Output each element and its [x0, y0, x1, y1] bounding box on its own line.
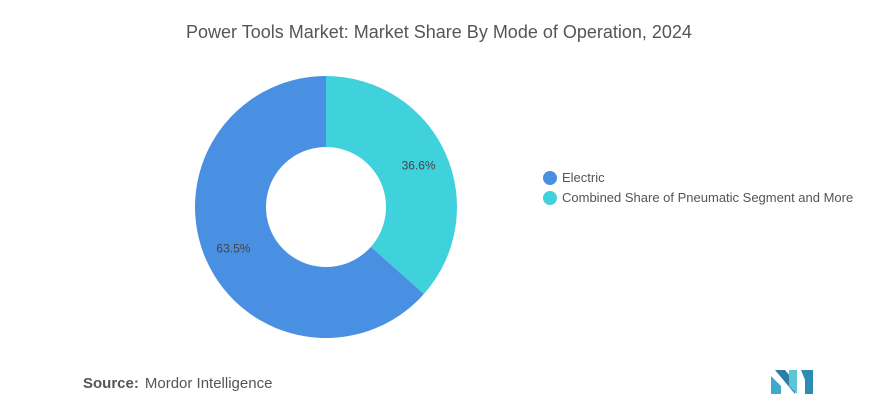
source-key: Source:: [83, 375, 139, 392]
legend-label-electric: Electric: [562, 170, 605, 185]
legend: Electric Combined Share of Pneumatic Seg…: [543, 170, 863, 210]
donut-slice-0: [194, 76, 424, 338]
data-label-1: 36.6%: [402, 158, 436, 172]
legend-swatch-electric: [543, 171, 557, 185]
mordor-intelligence-logo-icon: [771, 370, 813, 394]
legend-item-pneumatic: Combined Share of Pneumatic Segment and …: [543, 190, 863, 206]
source-credit: Source: Mordor Intelligence: [83, 375, 272, 392]
legend-item-electric: Electric: [543, 170, 863, 186]
chart-title: Power Tools Market: Market Share By Mode…: [186, 22, 692, 42]
source-value: Mordor Intelligence: [144, 375, 273, 392]
data-label-0: 63.5%: [216, 242, 250, 256]
legend-label-pneumatic: Combined Share of Pneumatic Segment and …: [562, 190, 854, 205]
donut-slice-1: [326, 76, 457, 295]
legend-swatch-pneumatic: [543, 191, 557, 205]
